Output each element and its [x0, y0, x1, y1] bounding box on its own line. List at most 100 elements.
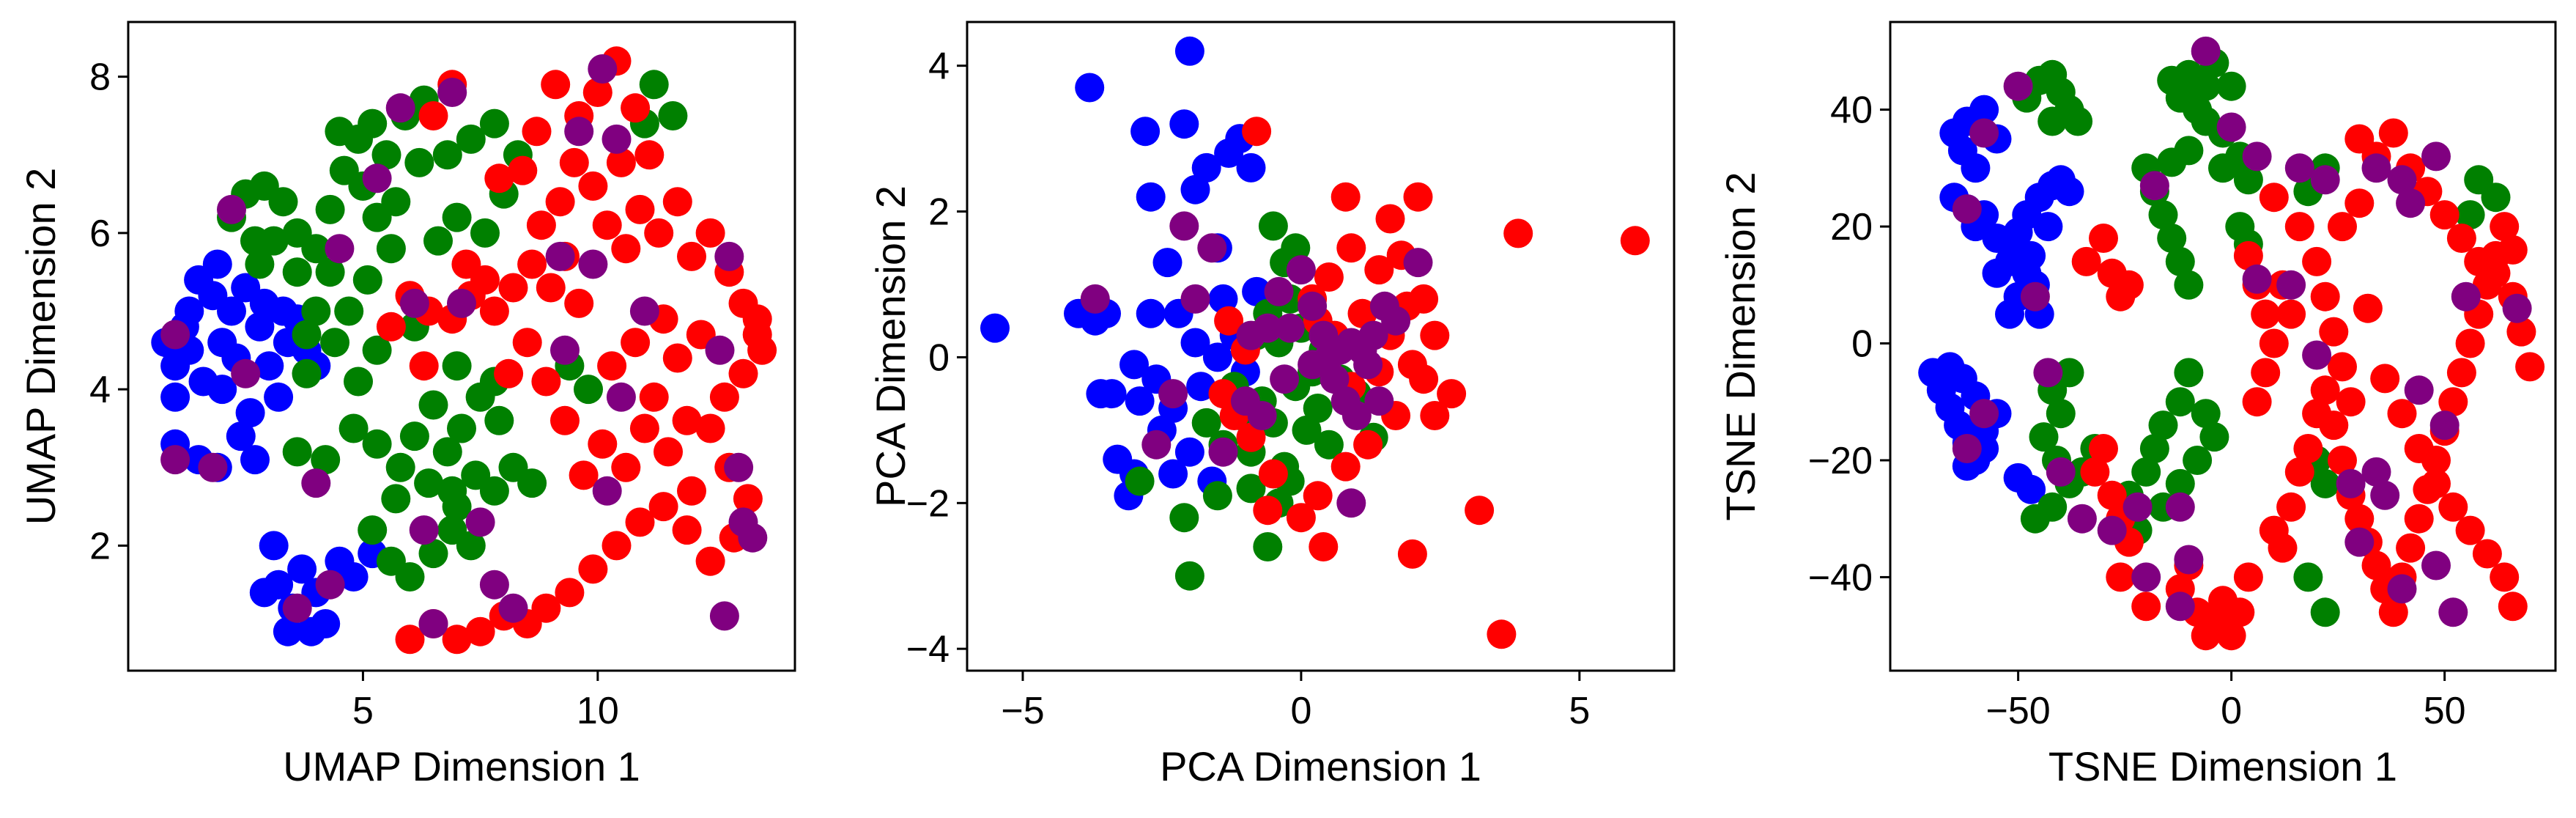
- chart-1-red-point: [695, 546, 725, 576]
- chart-1-red-point: [662, 187, 692, 217]
- chart-2-blue-point: [980, 313, 1010, 343]
- chart-1-green-point: [414, 468, 444, 498]
- chart-3-red-point: [2336, 387, 2366, 417]
- chart-2-red-point: [1236, 422, 1266, 452]
- chart-2-purple-point: [1247, 401, 1277, 430]
- chart-1-green-point: [315, 257, 345, 287]
- chart-1-red-point: [695, 413, 725, 443]
- chart-1-green-point: [470, 218, 500, 248]
- chart-3-red-point: [2429, 200, 2460, 230]
- chart-1-y-tick-label: 6: [89, 213, 111, 255]
- chart-1-green-point: [484, 405, 514, 435]
- chart-1-purple-point: [629, 296, 659, 326]
- chart-1-red-point: [625, 507, 655, 537]
- chart-2-blue-point: [1186, 372, 1216, 402]
- chart-1-points: [151, 46, 777, 655]
- chart-1-red-point: [606, 147, 636, 177]
- chart-1-red-point: [559, 147, 589, 177]
- chart-1-x-tick-label: 10: [577, 690, 619, 732]
- chart-1-blue-point: [202, 249, 232, 279]
- chart-2-y-tick-label: −4: [906, 628, 950, 671]
- chart-1-red-point: [536, 273, 566, 303]
- chart-3-blue-point: [1982, 258, 2012, 288]
- chart-2-green-point: [1125, 466, 1155, 496]
- chart-3-green-point: [2310, 468, 2340, 498]
- chart-3-blue-point: [1995, 299, 2024, 329]
- chart-1-green-point: [311, 445, 341, 475]
- chart-3-red-point: [2472, 539, 2502, 569]
- chart-1-blue-point: [245, 312, 275, 342]
- chart-1-blue-point: [235, 398, 265, 428]
- chart-2-red-point: [1330, 182, 1361, 212]
- chart-1-green-point: [282, 257, 312, 287]
- chart-1-axes-frame: [127, 21, 796, 672]
- chart-1-green-point: [479, 476, 509, 506]
- chart-2-axes-frame: [966, 21, 1676, 672]
- chart-3-green-point: [2191, 399, 2221, 429]
- chart-2-red-point: [1242, 117, 1272, 147]
- chart-3-red-point: [2353, 293, 2383, 323]
- chart-3-green-point: [2481, 183, 2511, 213]
- chart-2-purple-point: [1364, 386, 1394, 416]
- chart-1-green-point: [423, 226, 453, 256]
- chart-1-purple-point: [592, 476, 622, 506]
- chart-2-points: [980, 36, 1650, 649]
- chart-1-green-point: [432, 140, 462, 170]
- chart-2-blue-point: [1130, 117, 1161, 147]
- chart-1-green-point: [362, 335, 392, 365]
- chart-1-green-point: [381, 187, 411, 217]
- chart-3-y-axis-label: TSNE Dimension 2: [1717, 172, 1763, 520]
- chart-3-green-point: [2165, 246, 2195, 276]
- chart-3-red-point: [2114, 270, 2144, 300]
- chart-1-red-point: [578, 554, 608, 584]
- chart-3-purple-point: [2131, 562, 2161, 592]
- chart-3-purple-point: [2165, 592, 2195, 622]
- chart-3-red-point: [2378, 118, 2408, 148]
- chart-2-red-point: [1208, 379, 1238, 409]
- chart-2-purple-point: [1180, 284, 1210, 314]
- chart-1-purple-point: [231, 358, 261, 388]
- chart-2-red-point: [1465, 495, 1495, 526]
- chart-1-green-point: [574, 375, 603, 405]
- chart-1-blue-point: [259, 531, 289, 561]
- chart-1-red-point: [672, 515, 702, 545]
- chart-3-green-point: [2020, 504, 2050, 534]
- chart-3-green-point: [2199, 422, 2229, 452]
- chart-1-red-point: [376, 312, 406, 342]
- chart-3-red-point: [2242, 387, 2272, 417]
- chart-1-purple-point: [217, 194, 246, 224]
- chart-3-purple-point: [2404, 375, 2434, 405]
- chart-1-green-point: [358, 515, 388, 545]
- chart-1-blue-point: [174, 296, 204, 326]
- chart-1-red-point: [512, 328, 542, 358]
- chart-3-red-point: [2498, 235, 2528, 265]
- chart-1-green-point: [442, 351, 472, 381]
- chart-1-green-point: [371, 140, 401, 170]
- chart-3-red-point: [2216, 621, 2246, 651]
- chart-3-red-point: [2404, 434, 2434, 463]
- chart-3-purple-point: [2174, 545, 2204, 575]
- chart-3-red-point: [2131, 592, 2161, 622]
- chart-1-blue-point: [240, 445, 270, 475]
- chart-3-green-point: [2183, 446, 2213, 475]
- chart-2-green-point: [1258, 211, 1288, 241]
- chart-3-red-point: [2490, 212, 2520, 242]
- chart-1-red-point: [588, 429, 618, 459]
- chart-1-red-point: [555, 578, 585, 608]
- chart-1-red-point: [621, 328, 651, 358]
- chart-3-green-point: [2208, 153, 2238, 183]
- chart-3-red-point: [2490, 562, 2520, 592]
- chart-2-red-point: [1286, 503, 1316, 533]
- chart-1-green-point: [456, 531, 486, 561]
- chart-3-red-point: [2302, 246, 2332, 276]
- chart-3-red-point: [2284, 212, 2314, 242]
- chart-1-purple-point: [399, 288, 429, 318]
- chart-2-blue-point: [1086, 379, 1116, 409]
- chart-1-purple-point: [724, 452, 754, 482]
- chart-3-green-point: [2148, 200, 2178, 230]
- chart-1-purple-point: [362, 163, 392, 194]
- chart-3-purple-point: [2139, 171, 2169, 201]
- chart-3-purple-point: [2387, 165, 2417, 195]
- chart-1-green-point: [418, 390, 448, 420]
- chart-3-blue-point: [2054, 177, 2084, 207]
